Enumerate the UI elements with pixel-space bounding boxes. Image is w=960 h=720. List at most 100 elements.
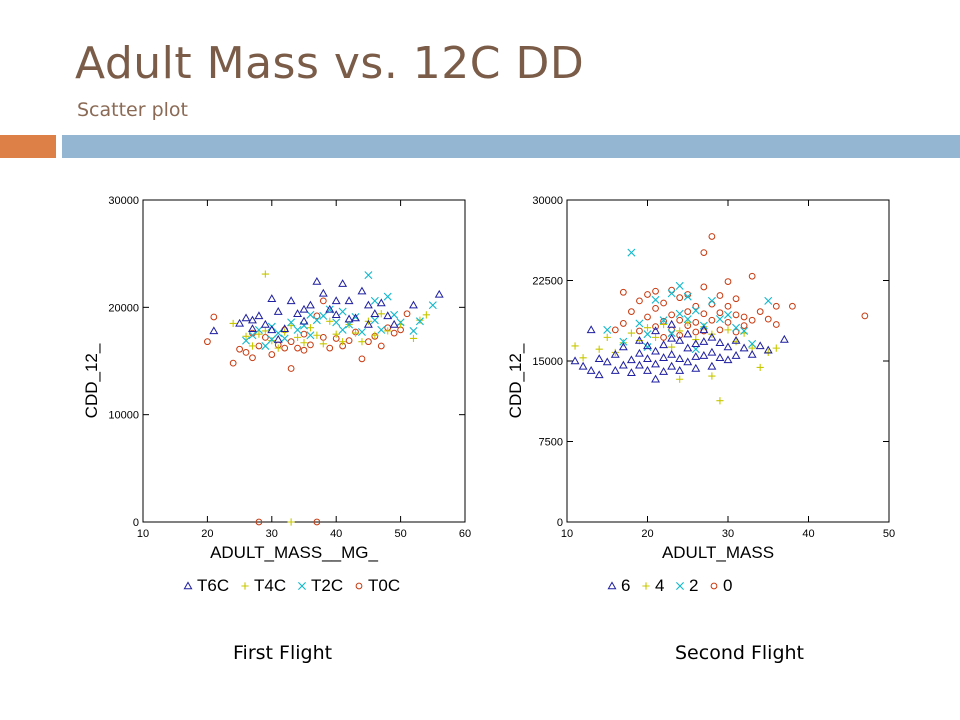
data-point [636, 297, 643, 305]
data-point [667, 349, 677, 358]
data-point [724, 318, 732, 326]
slide-subtitle: Scatter plot [77, 99, 189, 121]
data-point [287, 321, 295, 330]
data-point [416, 316, 424, 324]
data-point [634, 360, 644, 369]
data-point [651, 333, 660, 341]
data-point [732, 311, 740, 319]
series-T6C [209, 276, 444, 343]
data-point [692, 302, 700, 310]
data-point [789, 302, 796, 310]
data-point [732, 328, 740, 336]
data-point [619, 320, 627, 327]
data-point [723, 342, 733, 351]
data-point [331, 296, 341, 305]
data-point [286, 296, 296, 305]
data-point [618, 342, 628, 351]
series-T0C [204, 297, 411, 526]
data-point [312, 316, 321, 325]
data-point [763, 345, 773, 354]
data-point [326, 317, 334, 325]
data-point [635, 319, 644, 328]
data-point [667, 319, 677, 328]
legend-label: 0 [723, 576, 732, 595]
data-point [319, 297, 327, 305]
data-point [756, 308, 764, 316]
slide-title: Adult Mass vs. 12C DD [75, 38, 585, 89]
data-point [691, 339, 701, 348]
data-point [764, 348, 772, 357]
data-point [571, 342, 579, 350]
data-point [365, 338, 372, 346]
data-point [659, 353, 669, 361]
data-point [363, 319, 373, 328]
data-point [273, 307, 283, 315]
data-point [586, 366, 596, 374]
x-tick-label: 50 [394, 528, 406, 540]
data-point [358, 355, 366, 363]
data-point [254, 311, 264, 320]
data-point [619, 337, 628, 346]
data-point [772, 302, 780, 310]
data-point [651, 374, 661, 383]
data-point [715, 315, 724, 324]
data-point [691, 352, 701, 360]
data-point [268, 337, 276, 345]
data-point [261, 334, 269, 341]
data-point [731, 351, 741, 359]
data-point [312, 276, 322, 285]
data-point [594, 354, 604, 363]
x-tick-label: 10 [137, 528, 149, 540]
data-point [338, 279, 348, 287]
data-point [370, 296, 379, 305]
data-point [280, 324, 290, 332]
data-point [204, 338, 211, 346]
data-point [273, 334, 283, 343]
data-point [281, 344, 289, 352]
data-point [748, 316, 756, 324]
data-point [764, 315, 772, 323]
x-tick-label: 10 [561, 528, 573, 540]
data-point [390, 310, 399, 319]
plot-frame [566, 199, 890, 523]
data-point [756, 363, 764, 372]
data-point [409, 334, 418, 343]
data-point [610, 349, 620, 358]
data-point [255, 342, 263, 350]
data-point [699, 337, 709, 345]
legend-marker [355, 582, 363, 590]
data-point [306, 324, 315, 332]
x-tick-label: 20 [641, 528, 653, 540]
data-point [300, 346, 308, 354]
data-point [313, 312, 321, 320]
data-point [210, 313, 218, 321]
data-point [260, 319, 270, 328]
data-point [371, 331, 379, 339]
data-point [603, 325, 612, 334]
data-point [700, 249, 708, 256]
data-point [261, 327, 269, 335]
data-point [261, 341, 270, 350]
data-point [708, 372, 716, 380]
data-point [676, 316, 684, 324]
data-point [643, 324, 652, 332]
data-point [651, 326, 661, 335]
data-point [389, 319, 399, 328]
legend-label: T6C [197, 576, 229, 595]
data-point [651, 346, 661, 355]
data-point [319, 311, 328, 320]
legend-marker [642, 582, 650, 590]
y-tick-label: 22500 [532, 276, 563, 288]
data-point [700, 310, 708, 318]
scatter-chart-first-flight: 0 10000 20000 30000 10 20 30 40 50 60 ADULT_MASS__… [70, 180, 480, 610]
y-tick-label: 30000 [532, 195, 563, 207]
data-point [861, 312, 869, 320]
data-point [338, 325, 347, 334]
series-6 [570, 319, 789, 383]
y-tick-label: 20000 [108, 302, 139, 314]
data-point [338, 307, 347, 316]
data-point [409, 300, 418, 309]
data-point [659, 316, 668, 325]
data-point [332, 318, 341, 327]
